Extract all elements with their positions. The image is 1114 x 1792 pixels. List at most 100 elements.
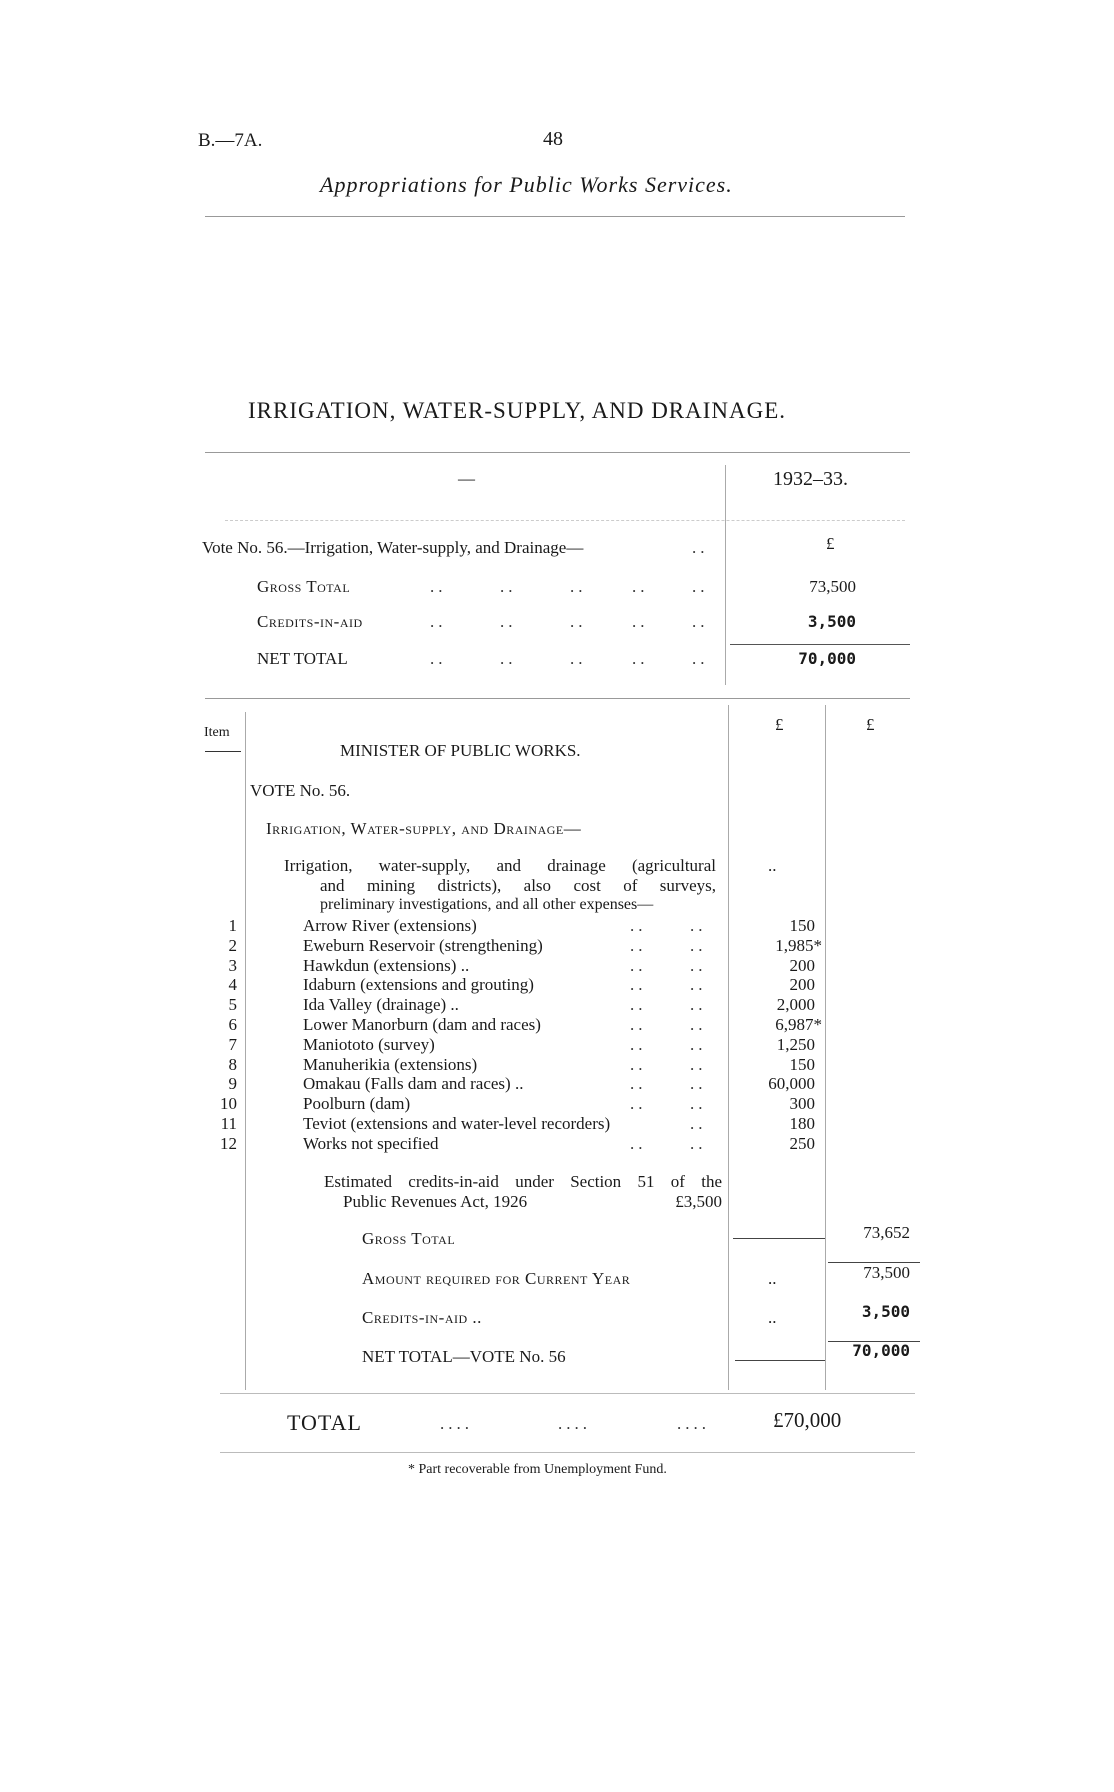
leader-dots: .. — [630, 1074, 647, 1094]
vote-heading: VOTE No. 56. — [250, 781, 351, 800]
leader-dots: .. — [690, 1034, 707, 1054]
item-label: Arrow River (extensions) — [303, 916, 477, 935]
item-value: 200 — [789, 975, 816, 995]
summary-col-dash: — — [458, 469, 475, 488]
divider — [220, 1452, 915, 1453]
leader-dots: .. — [630, 975, 647, 995]
total-row-col2: 73,500 — [863, 1263, 910, 1282]
divider — [205, 751, 241, 752]
leader-dots: .. — [692, 538, 709, 557]
column-divider — [725, 465, 726, 685]
leader-dots: .... — [440, 1414, 473, 1433]
item-label: Lower Manorburn (dam and races) — [303, 1015, 541, 1034]
leader-dots: .. — [570, 577, 587, 596]
summary-row-value: 70,000 — [798, 649, 856, 668]
item-label: Hawkdun (extensions) .. — [303, 955, 470, 975]
page-subtitle: Appropriations for Public Works Services… — [320, 172, 733, 197]
paragraph-line: and mining districts), also cost of surv… — [320, 876, 716, 895]
total-row-col2: 3,500 — [861, 1302, 910, 1321]
divider — [205, 452, 910, 453]
leader-dots: .. — [690, 935, 707, 955]
summary-row-label: NET TOTAL — [257, 649, 348, 668]
item-value: 2,000 — [776, 995, 815, 1015]
divider — [735, 1360, 825, 1361]
leader-dots: .. — [630, 1034, 647, 1054]
item-number: 5 — [228, 995, 238, 1015]
leader-dots: .. — [690, 1114, 707, 1133]
divider — [205, 698, 910, 699]
leader-dots: .. — [690, 995, 707, 1015]
item-label: Ida Valley (drainage) .. — [303, 995, 459, 1015]
item-number: 11 — [220, 1114, 237, 1133]
leader-dots: .. — [690, 955, 707, 975]
credits-note-line: Estimated credits-in-aid under Section 5… — [324, 1172, 722, 1191]
page-number: 48 — [543, 128, 563, 150]
currency-symbol-2: £ — [866, 715, 875, 734]
total-row-label: NET TOTAL—VOTE No. 56 — [362, 1347, 566, 1366]
leader-dots: .. — [500, 577, 517, 596]
item-value: 150 — [789, 916, 816, 935]
column-divider — [728, 705, 729, 1390]
leader-dots: .. — [630, 1133, 647, 1153]
item-label: Maniototo (survey) — [303, 1034, 435, 1054]
leader-dots: .. — [430, 577, 447, 596]
paragraph-value: .. — [768, 856, 777, 875]
leader-dots: .. — [430, 612, 447, 631]
column-divider — [825, 705, 826, 1390]
summary-col-year: 1932–33. — [773, 468, 848, 490]
leader-dots: .. — [692, 649, 709, 668]
leader-dots: .. — [690, 1054, 707, 1074]
total-row-label: Amount required for Current Year — [362, 1269, 631, 1288]
leader-dots: .. — [690, 975, 707, 995]
item-number: 4 — [228, 975, 238, 995]
item-number: 6 — [228, 1015, 238, 1034]
item-label: Manuherikia (extensions) — [303, 1054, 478, 1074]
item-value: 200 — [789, 955, 816, 975]
leader-dots: .. — [630, 1094, 647, 1114]
item-number: 3 — [228, 955, 238, 975]
total-row-col1: .. — [768, 1269, 777, 1288]
item-value: 180 — [789, 1114, 816, 1133]
leader-dots: .. — [630, 1015, 647, 1034]
leader-dots: .. — [632, 612, 649, 631]
item-label: Works not specified — [303, 1133, 439, 1153]
total-row-col2: 73,652 — [863, 1223, 910, 1242]
paragraph-line: Irrigation, water-supply, and drainage (… — [284, 856, 716, 875]
leader-dots: .. — [692, 577, 709, 596]
total-row-col2: 70,000 — [852, 1341, 910, 1360]
leader-dots: .... — [677, 1414, 710, 1433]
leader-dots: .. — [690, 1094, 707, 1114]
item-value: 300 — [789, 1094, 816, 1114]
vote-label: Vote No. 56.—Irrigation, Water-supply, a… — [202, 538, 584, 557]
item-label: Omakau (Falls dam and races) .. — [303, 1074, 524, 1094]
leader-dots: .. — [500, 612, 517, 631]
divider — [225, 520, 905, 521]
total-row-label: Credits-in-aid .. — [362, 1308, 482, 1327]
minister-heading: MINISTER OF PUBLIC WORKS. — [340, 741, 581, 760]
leader-dots: .. — [690, 1133, 707, 1153]
divider — [220, 1393, 915, 1394]
leader-dots: .. — [692, 612, 709, 631]
leader-dots: .. — [430, 649, 447, 668]
credits-note-value: £3,500 — [675, 1192, 722, 1211]
item-label: Eweburn Reservoir (strengthening) — [303, 935, 543, 955]
item-number: 8 — [228, 1054, 238, 1074]
total-row-label: Gross Total — [362, 1229, 456, 1248]
currency-symbol-1: £ — [775, 715, 784, 734]
footnote: * Part recoverable from Unemployment Fun… — [408, 1462, 667, 1477]
leader-dots: .. — [690, 916, 707, 935]
irrigation-heading: Irrigation, Water-supply, and Drainage— — [266, 819, 582, 838]
leader-dots: .. — [570, 612, 587, 631]
leader-dots: .. — [690, 1074, 707, 1094]
item-label: Teviot (extensions and water-level recor… — [303, 1114, 611, 1133]
item-value: 60,000 — [768, 1074, 815, 1094]
grand-total-label: TOTAL — [287, 1410, 362, 1435]
grand-total-value: £70,000 — [773, 1408, 842, 1432]
item-header: Item — [204, 725, 230, 740]
leader-dots: .. — [630, 1054, 647, 1074]
paragraph-line: preliminary investigations, and all othe… — [320, 896, 654, 913]
currency-symbol: £ — [826, 534, 835, 553]
leader-dots: .. — [500, 649, 517, 668]
summary-row-label: Gross Total — [257, 577, 351, 596]
